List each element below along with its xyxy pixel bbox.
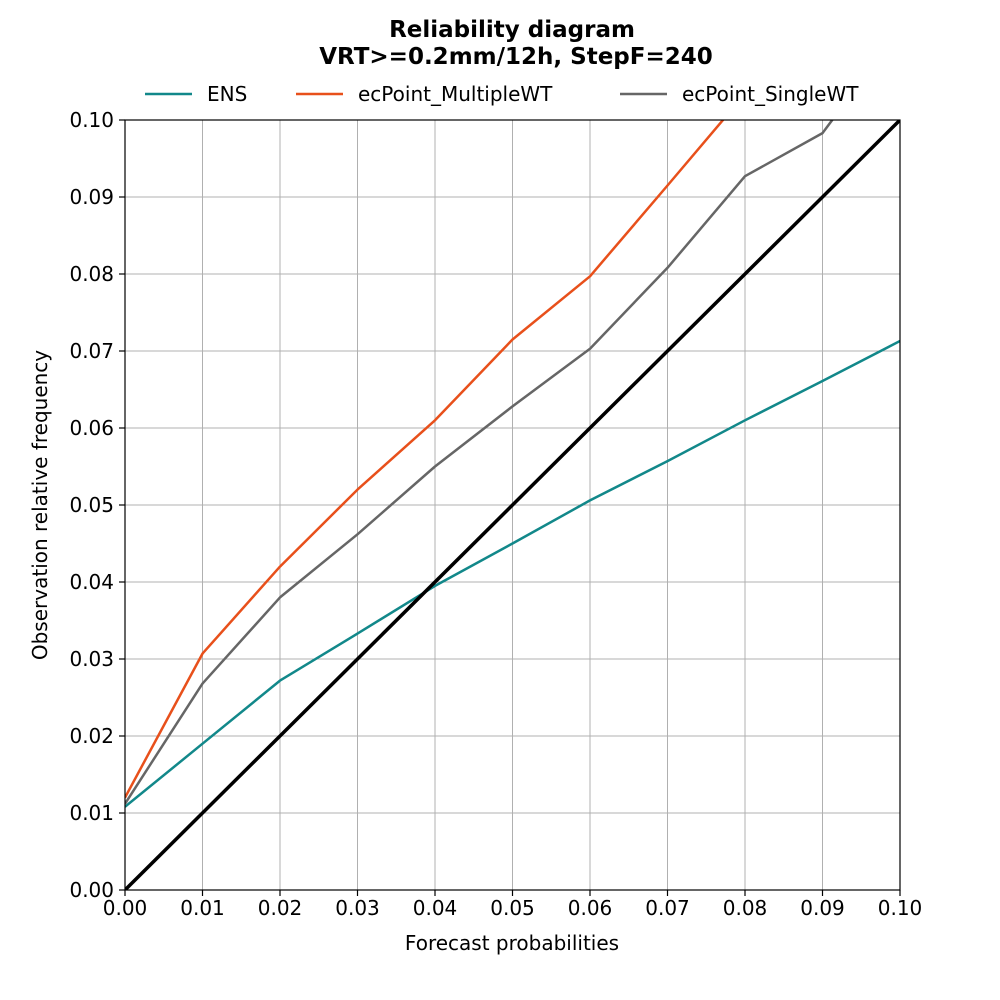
x-tick-label: 0.04 (413, 896, 458, 920)
x-tick-label: 0.07 (645, 896, 690, 920)
axis-ticks: 0.00 0.01 0.02 0.03 0.04 0.05 0.06 0.07 0.08 0.09… (69, 108, 922, 920)
y-tick-label: 0.02 (69, 724, 114, 748)
y-tick-label: 0.06 (69, 416, 114, 440)
series-line-ecpoint-multiplewt (125, 120, 725, 799)
y-axis-label: Observation relative frequency (28, 350, 52, 660)
y-tick-label: 0.10 (69, 108, 114, 132)
x-tick-label: 0.06 (568, 896, 613, 920)
y-tick-label: 0.09 (69, 185, 114, 209)
x-tick-label: 0.08 (723, 896, 768, 920)
legend-label: ecPoint_MultipleWT (358, 82, 553, 106)
y-tick-label: 0.03 (69, 647, 114, 671)
y-tick-label: 0.08 (69, 262, 114, 286)
series-line-ecpoint-singlewt (125, 120, 834, 805)
x-tick-label: 0.09 (800, 896, 845, 920)
x-axis-label: Forecast probabilities (405, 931, 619, 955)
x-tick-label: 0.01 (180, 896, 225, 920)
series-line-ens (125, 339, 900, 808)
y-tick-label: 0.01 (69, 801, 114, 825)
y-tick-label: 0.05 (69, 493, 114, 517)
x-tick-label: 0.02 (258, 896, 303, 920)
chart-subtitle: VRT>=0.2mm/12h, StepF=240 (319, 44, 713, 70)
x-tick-label: 0.10 (878, 896, 923, 920)
y-tick-label: 0.04 (69, 570, 114, 594)
legend: ENS ecPoint_MultipleWT ecPoint_SingleWT (145, 82, 859, 106)
y-tick-label: 0.00 (69, 878, 114, 902)
chart-title: Reliability diagram (389, 17, 635, 43)
diagonal-line (125, 120, 900, 890)
series-layer (125, 120, 900, 890)
legend-label: ENS (207, 82, 247, 106)
x-tick-label: 0.05 (490, 896, 535, 920)
x-tick-label: 0.00 (103, 896, 148, 920)
y-tick-label: 0.07 (69, 339, 114, 363)
legend-label: ecPoint_SingleWT (682, 82, 859, 106)
x-tick-label: 0.03 (335, 896, 380, 920)
